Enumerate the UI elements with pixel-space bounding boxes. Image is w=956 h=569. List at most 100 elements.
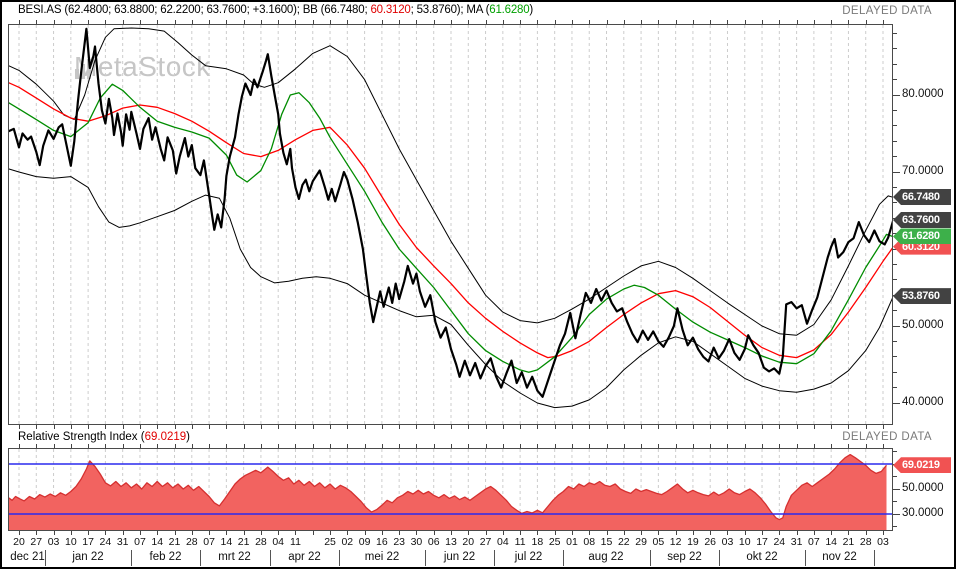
axis-tick bbox=[893, 109, 897, 111]
week-label-14: 28 bbox=[255, 536, 267, 548]
week-label-42: 10 bbox=[738, 536, 751, 548]
week-tick bbox=[347, 20, 349, 24]
week-label-12: 14 bbox=[220, 536, 233, 548]
week-tick bbox=[865, 425, 867, 429]
quote-header-text3: ) bbox=[529, 4, 534, 16]
month-separator bbox=[339, 550, 340, 566]
week-label-45: 31 bbox=[790, 536, 803, 548]
month-separator bbox=[270, 550, 271, 566]
price-tag-61.6280: 61.6280 bbox=[893, 228, 951, 245]
week-tick bbox=[243, 531, 245, 535]
week-tick bbox=[796, 531, 798, 535]
week-tick bbox=[641, 531, 643, 535]
month-label-dec-21: dec 21 bbox=[10, 551, 45, 563]
delayed-data-badge-rsi: DELAYED DATA bbox=[842, 431, 932, 443]
week-tick bbox=[312, 531, 314, 535]
panel-border bbox=[8, 448, 893, 531]
rsi-chart-plot[interactable] bbox=[8, 448, 893, 531]
week-tick bbox=[831, 20, 833, 24]
week-label-2: 03 bbox=[47, 536, 60, 548]
week-label-47: 14 bbox=[825, 536, 837, 548]
week-label-16: 11 bbox=[290, 536, 301, 548]
week-tick bbox=[53, 425, 55, 429]
month-label-apr-22: apr 22 bbox=[288, 551, 321, 563]
week-label-37: 05 bbox=[652, 536, 665, 548]
week-tick bbox=[623, 444, 625, 448]
week-tick bbox=[399, 444, 401, 448]
week-tick bbox=[88, 444, 90, 448]
week-tick bbox=[122, 531, 124, 535]
week-tick bbox=[831, 444, 833, 448]
week-label-0: 20 bbox=[13, 536, 25, 548]
week-tick bbox=[848, 20, 850, 24]
week-tick bbox=[571, 444, 573, 448]
axis-tick bbox=[893, 263, 897, 265]
week-tick bbox=[243, 425, 245, 429]
week-tick bbox=[70, 531, 72, 535]
week-tick bbox=[433, 20, 435, 24]
axis-tick bbox=[893, 186, 897, 188]
axis-tick-major bbox=[893, 325, 900, 327]
month-label-okt-22: okt 22 bbox=[746, 551, 778, 563]
price-chart-area[interactable]: MetaStock bbox=[8, 24, 893, 425]
week-tick bbox=[139, 20, 141, 24]
week-tick bbox=[883, 531, 884, 535]
axis-tick bbox=[893, 387, 897, 389]
week-tick bbox=[813, 531, 815, 535]
week-tick bbox=[139, 531, 141, 535]
week-tick bbox=[831, 425, 833, 429]
week-tick bbox=[260, 425, 262, 429]
week-label-22: 23 bbox=[393, 536, 405, 548]
week-label-13: 21 bbox=[237, 536, 250, 548]
week-tick bbox=[589, 20, 591, 24]
week-tick bbox=[330, 444, 332, 448]
week-tick bbox=[537, 20, 539, 24]
week-tick bbox=[762, 531, 764, 535]
week-label-48: 21 bbox=[842, 536, 855, 548]
week-label-3: 10 bbox=[64, 536, 77, 548]
week-label-40: 26 bbox=[704, 536, 717, 548]
week-tick bbox=[381, 531, 383, 535]
week-tick bbox=[295, 425, 297, 429]
week-tick bbox=[399, 531, 401, 535]
month-separator bbox=[425, 550, 426, 566]
rsi-header: Relative Strength Index (69.0219) bbox=[18, 431, 190, 443]
week-label-10: 28 bbox=[185, 536, 198, 548]
axis-label-70.0000: 70.0000 bbox=[902, 165, 944, 177]
panel-border bbox=[8, 24, 893, 425]
ma-value: 61.6280 bbox=[489, 4, 530, 16]
week-tick bbox=[762, 20, 764, 24]
axis-tick bbox=[893, 125, 897, 127]
week-tick bbox=[36, 425, 38, 429]
axis-tick bbox=[893, 356, 897, 358]
quote-header: BESI.AS (62.4800; 63.8800; 62.2200; 63.7… bbox=[18, 4, 533, 16]
week-label-31: 25 bbox=[548, 536, 561, 548]
week-tick bbox=[399, 425, 401, 429]
week-tick bbox=[226, 425, 228, 429]
month-label-sep-22: sep 22 bbox=[667, 551, 702, 563]
week-tick bbox=[364, 20, 366, 24]
rsi-chart-area[interactable] bbox=[8, 448, 893, 531]
week-tick bbox=[537, 531, 539, 535]
week-tick bbox=[727, 444, 729, 448]
axis-tick-major bbox=[893, 94, 900, 96]
week-tick bbox=[883, 444, 884, 448]
week-tick bbox=[468, 20, 470, 24]
month-label-mei-22: mei 22 bbox=[364, 551, 400, 563]
week-tick bbox=[692, 425, 694, 429]
week-tick bbox=[416, 531, 418, 535]
axis-tick-major bbox=[893, 488, 900, 490]
axis-tick bbox=[893, 340, 897, 342]
price-chart-plot[interactable] bbox=[8, 24, 893, 425]
week-tick bbox=[883, 20, 884, 24]
week-tick bbox=[710, 531, 712, 535]
week-tick bbox=[727, 425, 729, 429]
week-tick bbox=[278, 425, 280, 429]
axis-tick bbox=[893, 79, 897, 81]
week-tick bbox=[606, 531, 608, 535]
week-tick bbox=[571, 425, 573, 429]
week-tick bbox=[641, 425, 643, 429]
week-label-41: 03 bbox=[721, 536, 734, 548]
week-tick bbox=[813, 20, 815, 24]
